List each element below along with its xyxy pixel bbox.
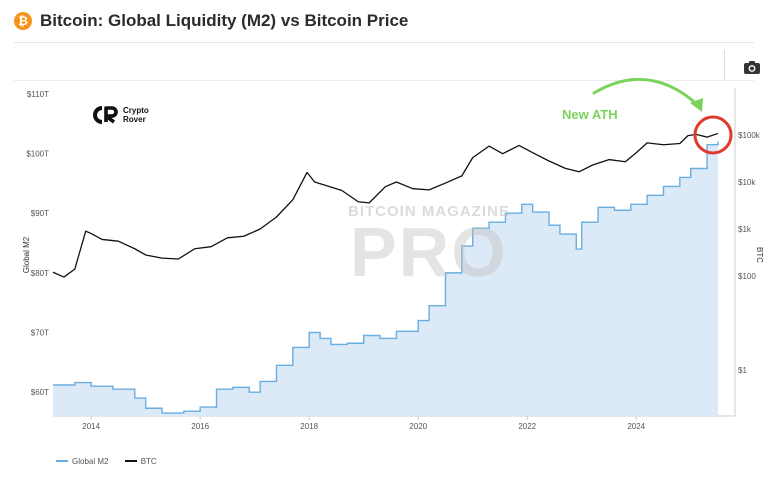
- y-right-axis-title: BTC: [755, 247, 764, 263]
- x-tick-label: 2022: [518, 422, 536, 431]
- x-tick-label: 2016: [191, 422, 209, 431]
- camera-icon[interactable]: [743, 59, 761, 75]
- y-left-tick-label: $60T: [31, 388, 49, 397]
- chart-legend: Global M2 BTC: [56, 455, 171, 466]
- y-left-tick-label: $80T: [31, 269, 49, 278]
- chart-header: ₿ Bitcoin: Global Liquidity (M2) vs Bitc…: [0, 0, 768, 42]
- m2-line: [53, 141, 719, 414]
- legend-item-m2[interactable]: Global M2: [56, 457, 108, 466]
- y-left-tick-label: $90T: [31, 209, 49, 218]
- watermark-label: BITCOIN MAGAZINE: [348, 203, 510, 220]
- y-left-tick-label: $100T: [26, 150, 49, 159]
- y-right-tick-label: $1: [738, 366, 747, 375]
- crypto-rover-line2: Rover: [123, 115, 146, 124]
- crypto-rover-logo-icon: [93, 106, 118, 124]
- ath-circle: [693, 115, 733, 155]
- m2-area: [53, 141, 718, 416]
- crypto-rover-line1: Crypto: [123, 106, 149, 115]
- ath-arrow: [592, 77, 702, 109]
- new-ath-label: New ATH: [562, 107, 618, 122]
- y-left-axis-title: Global M2: [22, 236, 31, 273]
- y-right-tick-label: $10k: [738, 178, 756, 187]
- y-right-tick-label: $1k: [738, 225, 752, 234]
- legend-swatch-m2: [56, 460, 68, 462]
- crypto-rover-logo: Crypto Rover: [92, 106, 149, 124]
- x-tick-label: 2024: [627, 422, 645, 431]
- x-tick-label: 2020: [409, 422, 427, 431]
- ath-arrowhead: [690, 98, 703, 112]
- legend-label-m2: Global M2: [72, 456, 109, 466]
- x-tick-label: 2014: [82, 422, 100, 431]
- legend-item-btc[interactable]: BTC: [124, 456, 157, 466]
- legend-swatch-btc: [124, 460, 137, 462]
- btc-line: [52, 132, 719, 278]
- bitcoin-icon: ₿: [14, 12, 32, 30]
- toolbar-divider: [724, 50, 725, 80]
- y-right-tick-label: $100: [738, 272, 756, 281]
- legend-label-btc: BTC: [140, 456, 157, 466]
- header-divider: [14, 42, 754, 43]
- page-title: Bitcoin: Global Liquidity (M2) vs Bitcoi…: [40, 11, 409, 30]
- y-left-tick-label: $110T: [27, 90, 49, 99]
- watermark-pro: PRO: [350, 213, 508, 291]
- x-tick-label: 2018: [300, 422, 318, 431]
- plot-top-divider: [14, 80, 754, 81]
- y-left-tick-label: $70T: [31, 329, 49, 338]
- y-right-tick-label: $100k: [738, 131, 761, 140]
